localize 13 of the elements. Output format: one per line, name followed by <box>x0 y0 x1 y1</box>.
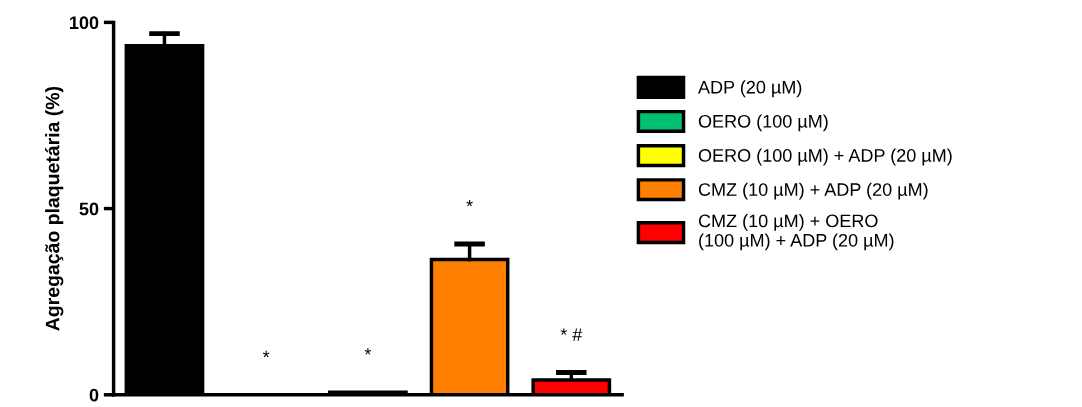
y-axis-title: Agregação plaquetária (%) <box>44 86 64 331</box>
data-label: * <box>262 350 270 358</box>
legend-label: CMZ (10 µM) + OERO (100 µM) + ADP (20 µM) <box>698 214 894 251</box>
y-tick-label: 100 <box>70 16 99 30</box>
legend-label: OERO (100 µM) <box>698 114 828 132</box>
legend-label: OERO (100 µM) + ADP (20 µM) <box>698 148 952 166</box>
y-tick-label: 50 <box>79 202 99 216</box>
data-label: * # <box>560 328 583 341</box>
legend-label: CMZ (10 µM) + ADP (20 µM) <box>698 182 928 200</box>
legend-label: ADP (20 µM) <box>698 80 802 98</box>
y-tick-label: 0 <box>89 388 99 402</box>
data-label: * <box>364 348 372 355</box>
data-label: * <box>466 200 473 207</box>
